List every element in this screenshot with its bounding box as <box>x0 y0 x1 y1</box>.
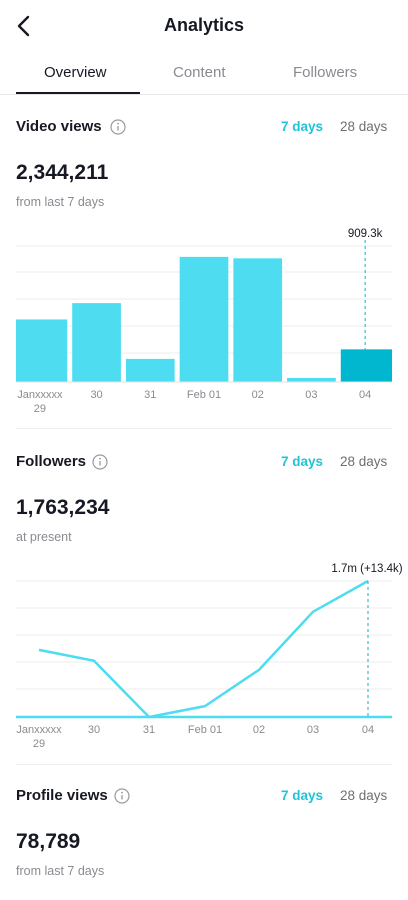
chart-bar <box>233 258 283 382</box>
chart-bar <box>72 303 121 382</box>
tab-bar: Overview Content Followers <box>0 52 408 95</box>
video-views-subtitle: from last 7 days <box>16 195 105 209</box>
video-views-value: 2,344,211 <box>16 161 109 184</box>
profile-views-subtitle: from last 7 days <box>16 864 105 878</box>
x-tick-label: 03 <box>305 389 317 401</box>
x-tick-label: 04 <box>362 724 374 736</box>
range-28-days[interactable]: 28 days <box>340 788 388 803</box>
info-icon[interactable] <box>114 788 130 804</box>
highlight-label: 1.7m (+13.4k) <box>331 563 402 575</box>
x-tick-label: 02 <box>252 389 264 401</box>
x-tick-label: 04 <box>359 389 371 401</box>
page-title: Analytics <box>163 15 245 35</box>
chart-bar <box>287 377 336 382</box>
x-tick-label: Feb 01 <box>188 724 222 736</box>
x-tick-label: Janxxxxx <box>16 724 62 736</box>
x-tick-label: 29 <box>34 403 46 415</box>
header: Analytics <box>0 0 408 52</box>
x-tick-label: 03 <box>307 724 319 736</box>
video-views-chart: 909.3k Janxxxxx 29 30 31 Feb 01 02 03 04 <box>16 228 392 415</box>
active-tab-indicator <box>16 92 140 94</box>
followers-chart: 1.7m (+13.4k) Janxxxxx 29 30 31 Feb 01 02 03 04 <box>16 563 403 750</box>
x-tick-label: 31 <box>143 724 155 736</box>
profile-views-value: 78,789 <box>16 830 81 853</box>
chart-bar <box>179 256 229 382</box>
video-views-title: Video views <box>16 118 102 135</box>
x-tick-label: 30 <box>88 724 100 736</box>
chart-bar <box>16 319 68 382</box>
range-7-days[interactable]: 7 days <box>281 454 324 469</box>
followers-title: Followers <box>16 453 87 470</box>
x-tick-label: 29 <box>33 738 45 750</box>
tab-followers[interactable]: Followers <box>293 64 358 81</box>
profile-views-title: Profile views <box>16 787 108 804</box>
range-28-days[interactable]: 28 days <box>340 454 388 469</box>
section-divider <box>16 764 392 765</box>
info-icon[interactable] <box>110 119 126 135</box>
range-28-days[interactable]: 28 days <box>340 119 388 134</box>
section-divider <box>16 428 392 429</box>
followers-series-line <box>38 579 369 719</box>
x-tick-label: 30 <box>90 389 102 401</box>
x-tick-label: Janxxxxx <box>17 389 63 401</box>
chevron-left-icon[interactable] <box>14 13 36 39</box>
range-7-days[interactable]: 7 days <box>281 788 324 803</box>
x-tick-label: Feb 01 <box>187 389 221 401</box>
chart-bar <box>125 358 175 382</box>
info-icon[interactable] <box>92 454 108 470</box>
x-tick-label: 31 <box>144 389 156 401</box>
x-tick-label: 02 <box>253 724 265 736</box>
highlight-label: 909.3k <box>348 228 383 240</box>
chart-bar <box>340 349 392 382</box>
followers-subtitle: at present <box>16 530 72 544</box>
followers-value: 1,763,234 <box>16 496 110 519</box>
range-7-days[interactable]: 7 days <box>281 119 324 134</box>
tab-overview[interactable]: Overview <box>44 64 107 81</box>
tab-content[interactable]: Content <box>173 64 226 81</box>
